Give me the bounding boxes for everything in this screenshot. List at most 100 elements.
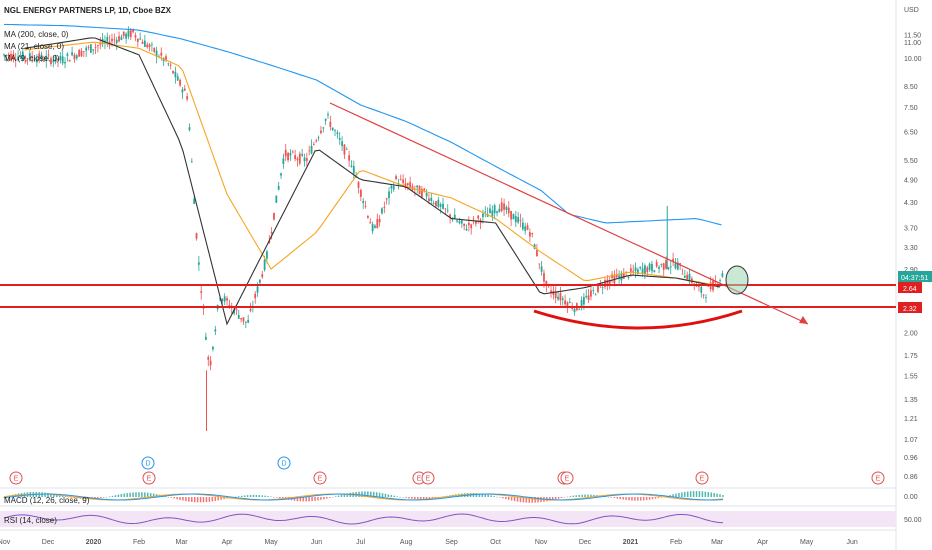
candle-body [439, 204, 442, 207]
candle-body [489, 208, 491, 214]
candle-body [106, 36, 109, 42]
earnings-marker[interactable] [313, 471, 327, 485]
event-markers[interactable]: EEDDEEEEEEE [9, 456, 885, 485]
candle-body [559, 293, 562, 301]
macd-bar [634, 497, 636, 501]
macd-legend[interactable]: MACD (12, 26, close, 9) [4, 496, 90, 505]
macd-bar [513, 497, 516, 502]
macd-bar [378, 492, 381, 497]
candle-body [350, 165, 353, 167]
candle-body [190, 161, 193, 163]
breakout-circle[interactable] [725, 265, 749, 295]
candle-body [491, 210, 494, 217]
candle-body [465, 228, 468, 231]
candle-body [294, 155, 297, 160]
indicator-legend-ma21[interactable]: MA (21, close, 0) [4, 42, 64, 51]
candle-body [573, 308, 576, 313]
earnings-marker[interactable] [142, 471, 156, 485]
rounding-bottom-arc[interactable] [533, 309, 743, 330]
candle-body [416, 185, 419, 188]
candle-body [193, 198, 196, 204]
candle-body [618, 275, 621, 278]
candle-body [608, 280, 611, 284]
indicator-legend-ma9[interactable]: MA (9, close, 0) [4, 54, 60, 63]
candle-body [143, 40, 146, 47]
indicator-legend-ma200[interactable]: MA (200, close, 0) [4, 30, 69, 39]
macd-bar [64, 496, 67, 498]
candle-body [510, 211, 513, 220]
macd-bar [434, 497, 437, 498]
candle-body [634, 267, 637, 272]
macd-bar [261, 495, 263, 497]
macd-bar [152, 493, 155, 497]
macd-bar [205, 497, 208, 503]
macd-bar [364, 491, 366, 497]
candle-body [531, 233, 534, 235]
price-tick: 1.07 [904, 437, 918, 444]
earnings-marker[interactable] [421, 471, 435, 485]
macd-bar [105, 496, 108, 498]
macd-bar [593, 494, 595, 497]
candle-body [186, 96, 189, 100]
macd-bar [710, 492, 712, 497]
macd-bar [686, 491, 689, 497]
candle-body [21, 51, 24, 60]
candle-body [284, 149, 287, 157]
macd-bar [657, 497, 660, 498]
earnings-marker[interactable] [871, 471, 885, 485]
candle-body [82, 51, 85, 53]
dividend-marker[interactable] [277, 456, 291, 470]
candle-body [390, 185, 393, 189]
candle-body [676, 262, 679, 270]
candle-body [127, 30, 130, 37]
macd-bar [531, 497, 533, 503]
candle-body [444, 208, 447, 210]
macd-bar [560, 497, 563, 498]
candle-body [636, 269, 639, 275]
price-tick: 10.00 [904, 56, 922, 63]
earnings-marker[interactable] [560, 471, 574, 485]
candle-body [85, 47, 88, 51]
candle-body [148, 44, 151, 48]
candle-body [388, 191, 390, 199]
macd-bar [648, 497, 651, 500]
candle-body [503, 203, 505, 210]
macd-bar [270, 496, 272, 498]
candle-body [341, 141, 343, 147]
rsi-legend[interactable]: RSI (14, close) [4, 516, 57, 525]
candle-body [136, 38, 139, 42]
time-tick: Sep [445, 539, 458, 546]
macd-bar [273, 497, 275, 498]
candle-body [3, 54, 5, 56]
candle-body [122, 31, 125, 37]
macd-bar [202, 497, 205, 503]
candle-body [275, 195, 278, 203]
macd-bar [3, 497, 5, 498]
time-tick: May [800, 539, 814, 546]
grid [0, 0, 897, 550]
candle-body [698, 285, 700, 287]
macd-bar [44, 492, 46, 497]
macd-bar [135, 492, 137, 497]
candle-body [629, 268, 632, 272]
dividend-marker[interactable] [141, 456, 155, 470]
price-tick: 1.55 [904, 374, 918, 381]
earnings-marker[interactable] [9, 471, 23, 485]
candle-body [721, 273, 724, 277]
candle-body [672, 258, 675, 262]
earnings-marker[interactable] [695, 471, 709, 485]
candle-body [507, 207, 510, 214]
candle-body [94, 47, 97, 48]
price-tick: 5.50 [904, 158, 918, 165]
macd-bar [179, 497, 181, 500]
price-tick: 2.90 [904, 267, 918, 274]
candle-body [533, 244, 536, 249]
candle-body [700, 286, 703, 293]
macd-bar [581, 494, 583, 497]
candle-body [97, 45, 99, 47]
macd-bar [622, 497, 624, 500]
candle-body [146, 44, 149, 48]
macd-bar [331, 497, 334, 498]
